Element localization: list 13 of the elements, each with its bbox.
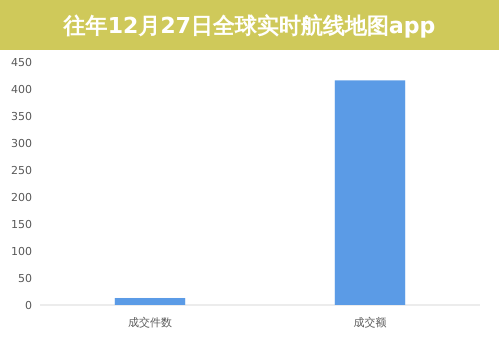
- y-tick-label: 200: [11, 191, 32, 204]
- y-tick-label: 350: [11, 110, 32, 123]
- y-tick-label: 100: [11, 245, 32, 258]
- x-tick-label: 成交件数: [128, 316, 172, 329]
- y-tick-label: 50: [18, 272, 32, 285]
- y-tick-label: 300: [11, 137, 32, 150]
- y-tick-label: 400: [11, 83, 32, 96]
- y-tick-label: 0: [25, 299, 32, 312]
- x-tick-label: 成交额: [354, 316, 386, 329]
- y-tick-label: 150: [11, 218, 32, 231]
- chart-title: 往年12月27日全球实时航线地图app: [62, 13, 436, 39]
- y-tick-label: 250: [11, 164, 32, 177]
- y-tick-label: 450: [11, 56, 32, 69]
